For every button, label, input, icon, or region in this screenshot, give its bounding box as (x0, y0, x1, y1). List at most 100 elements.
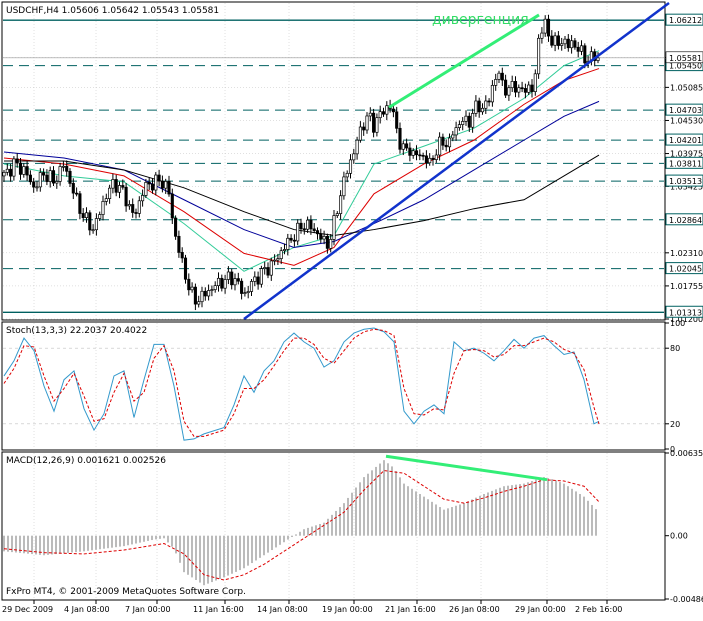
macd-panel (1, 451, 666, 601)
stoch-tick-label: 80 (670, 344, 680, 353)
candle (329, 234, 333, 253)
level-label: 1.06212 (669, 16, 702, 25)
level-label: 1.02864 (669, 216, 702, 225)
candle (299, 218, 303, 234)
candle-body (355, 139, 359, 155)
candle-body (266, 267, 270, 276)
macd-bar (327, 518, 329, 536)
candle (157, 169, 161, 187)
candle (533, 69, 537, 96)
candle-body (414, 150, 419, 156)
candle-body (401, 143, 405, 150)
macd-bar (179, 535, 181, 563)
candle-body (55, 181, 59, 184)
candle-body (269, 260, 273, 276)
macd-bar (463, 503, 465, 536)
macd-bar (207, 535, 209, 584)
macd-bar (575, 491, 577, 536)
candle-body (487, 100, 491, 103)
candle (428, 153, 432, 166)
macd-bar (583, 496, 585, 536)
candle (240, 278, 244, 300)
macd-bar (339, 507, 341, 536)
macd-bar (67, 535, 69, 553)
candle (210, 285, 214, 297)
candle (147, 177, 151, 190)
candle-body (325, 235, 329, 249)
candle (510, 75, 514, 92)
candle-body (566, 38, 570, 49)
candle-body (197, 301, 201, 305)
candle-body (216, 277, 221, 287)
candle-body (477, 100, 481, 113)
macd-bar (7, 535, 9, 552)
macd-bar (11, 535, 13, 553)
candle (266, 262, 270, 279)
candle-body (180, 252, 184, 259)
macd-bar (571, 488, 573, 536)
candle (236, 272, 240, 285)
candle-body (187, 278, 191, 291)
macd-bar (159, 535, 161, 539)
candle-body (114, 179, 118, 193)
macd-bar (87, 535, 89, 551)
candle-body (494, 79, 498, 86)
candle-body (174, 217, 178, 237)
candle (207, 284, 211, 301)
candle (570, 35, 574, 54)
candle-body (230, 271, 234, 286)
support-trendline (243, 1, 670, 321)
candle-body (447, 137, 452, 148)
candle-body (259, 268, 263, 285)
macd-bar (71, 535, 73, 553)
level-label: 1.02045 (669, 265, 702, 274)
candle (434, 149, 438, 163)
candle (88, 210, 92, 236)
candle-body (583, 45, 587, 64)
macd-bar (35, 535, 37, 555)
macd-bar (219, 535, 221, 579)
candle (497, 70, 501, 83)
candle (154, 172, 158, 196)
macd-bar (483, 494, 485, 536)
candle-body (121, 185, 125, 188)
candle-body (345, 172, 349, 178)
candle (352, 148, 356, 164)
candle (345, 170, 349, 183)
macd-bar (167, 535, 169, 543)
candle (391, 105, 395, 118)
macd-info: MACD(12,26,9) 0.001621 0.002526 (6, 456, 166, 466)
candle (395, 106, 399, 134)
candle (322, 230, 326, 245)
macd-bar (295, 534, 297, 536)
candle (121, 179, 125, 190)
candle-body (61, 165, 65, 168)
stoch-panel (1, 321, 666, 451)
level-label-box (665, 213, 703, 226)
candle (216, 272, 221, 292)
candle (150, 178, 155, 194)
candle-body (2, 171, 6, 177)
candle (540, 27, 544, 44)
candle-body (474, 100, 478, 114)
macd-bar (183, 535, 185, 573)
macd-bar (503, 486, 505, 536)
horizontal-levels (3, 19, 664, 313)
candle-body (150, 183, 155, 191)
candle (256, 271, 260, 290)
candle-body (35, 186, 39, 189)
candle-body (190, 286, 194, 291)
candle-body (289, 237, 293, 241)
candle (438, 132, 442, 161)
candle-body (246, 291, 250, 293)
level-label-box (665, 262, 703, 275)
macd-bar (263, 535, 265, 556)
time-label: 14 Jan 08:00 (257, 605, 308, 614)
macd-bar (391, 466, 393, 536)
macd-bar (539, 478, 541, 536)
candle-body (441, 136, 445, 146)
candle-body (368, 112, 372, 117)
candle-body (339, 195, 343, 214)
macd-bar (235, 535, 237, 572)
level-label: 1.03513 (669, 177, 702, 186)
